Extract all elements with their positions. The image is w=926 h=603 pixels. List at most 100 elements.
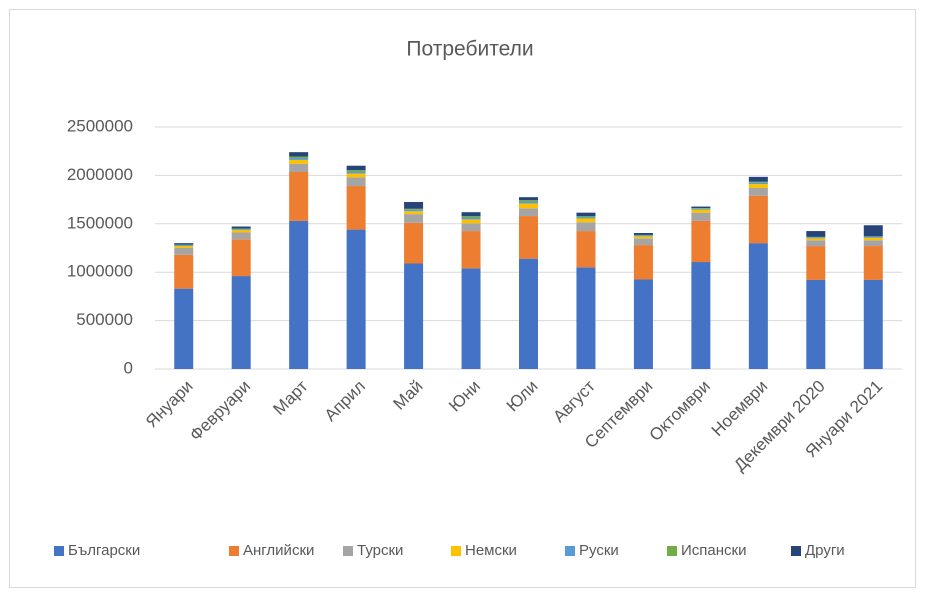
legend-swatch <box>451 546 461 556</box>
bar-segment <box>806 231 825 237</box>
bar-segment <box>749 184 768 188</box>
bar-segment <box>289 172 308 221</box>
bar-segment <box>519 216 538 259</box>
bar-segment <box>634 279 653 369</box>
bar-segment <box>347 186 366 230</box>
bar-segment <box>749 196 768 243</box>
bar-segment <box>232 233 251 240</box>
bar-segment <box>404 202 423 209</box>
chart-title: Потребители <box>406 38 533 61</box>
bar-segment <box>289 158 308 160</box>
bar-segment <box>232 229 251 230</box>
bar-segment <box>462 231 481 268</box>
bar-segment <box>576 213 595 216</box>
y-tick-label: 2500000 <box>67 116 133 135</box>
y-tick-label: 0 <box>124 358 133 377</box>
bar-segment <box>864 225 883 236</box>
bar-segment <box>404 211 423 214</box>
bar-segment <box>347 166 366 170</box>
y-tick-label: 500000 <box>76 310 133 329</box>
bar-segment <box>864 238 883 240</box>
bar-segment <box>806 240 825 246</box>
legend-label: Испански <box>681 542 746 559</box>
bar-segment <box>634 238 653 245</box>
bar-segment <box>806 246 825 280</box>
bar-segment <box>404 214 423 223</box>
legend-label: Английски <box>243 542 314 559</box>
bar-segment <box>404 223 423 264</box>
bar-segment <box>576 267 595 369</box>
bar-segment <box>462 212 481 216</box>
bar-segment <box>347 170 366 171</box>
bar-segment <box>232 230 251 232</box>
bar-segment <box>691 207 710 208</box>
bar-segment <box>462 218 481 220</box>
bar-segment <box>691 262 710 369</box>
bar-segment <box>347 230 366 369</box>
bar-segment <box>519 203 538 208</box>
bar-segment <box>174 255 193 289</box>
bar-segment <box>462 219 481 223</box>
bar-segment <box>462 268 481 369</box>
bar-segment <box>691 209 710 210</box>
bar-segment <box>806 280 825 369</box>
legend-swatch <box>54 546 64 556</box>
bar-segment <box>576 222 595 231</box>
y-tick-label: 1500000 <box>67 213 133 232</box>
bar-segment <box>232 228 251 229</box>
bar-segment <box>232 227 251 229</box>
bar-segment <box>519 208 538 216</box>
bar-segment <box>576 218 595 222</box>
legend-swatch <box>229 546 239 556</box>
bar-segment <box>232 239 251 276</box>
bar-segment <box>404 210 423 211</box>
bar-segment <box>174 246 193 248</box>
bar-segment <box>519 259 538 369</box>
bar-segment <box>174 289 193 369</box>
bar-segment <box>404 209 423 210</box>
bar-segment <box>634 236 653 238</box>
bar-segment <box>634 235 653 236</box>
bar-segment <box>174 243 193 244</box>
bar-segment <box>691 213 710 221</box>
bar-segment <box>691 210 710 213</box>
bar-segment <box>691 221 710 262</box>
legend-swatch <box>565 546 575 556</box>
legend-swatch <box>791 546 801 556</box>
legend-swatch <box>343 546 353 556</box>
bar-segment <box>634 245 653 279</box>
bar-segment <box>462 216 481 217</box>
y-tick-label: 2000000 <box>67 165 133 184</box>
bar-segment <box>289 221 308 369</box>
bar-segment <box>347 177 366 186</box>
bar-segment <box>864 240 883 246</box>
bar-segment <box>462 223 481 231</box>
bar-segment <box>749 177 768 182</box>
y-tick-label: 1000000 <box>67 262 133 281</box>
bar-segment <box>519 197 538 200</box>
bar-segment <box>749 243 768 369</box>
legend-label: Турски <box>357 542 403 559</box>
bar-segment <box>806 238 825 240</box>
legend-swatch <box>667 546 677 556</box>
bar-segment <box>289 160 308 164</box>
bar-segment <box>347 173 366 177</box>
bar-segment <box>289 164 308 172</box>
legend-label: Руски <box>579 542 619 559</box>
legend-label: Други <box>805 542 845 559</box>
bar-segment <box>864 246 883 280</box>
bar-segment <box>576 231 595 267</box>
bar-segment <box>749 182 768 183</box>
bar-segment <box>519 200 538 201</box>
bar-segment <box>806 237 825 238</box>
bar-segment <box>864 237 883 238</box>
bar-segment <box>404 263 423 369</box>
bar-segment <box>749 183 768 184</box>
legend-label: Немски <box>465 542 517 559</box>
bar-segment <box>864 280 883 369</box>
bar-segment <box>174 248 193 255</box>
bar-segment <box>691 208 710 209</box>
bar-segment <box>289 152 308 156</box>
bar-segment <box>749 188 768 196</box>
